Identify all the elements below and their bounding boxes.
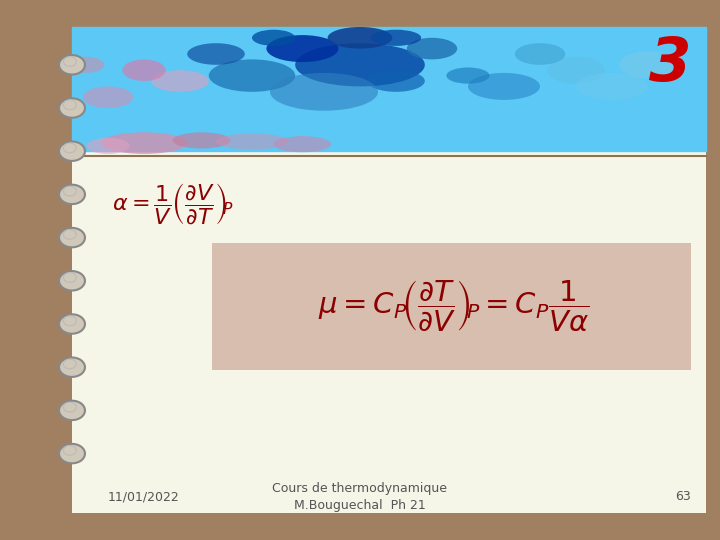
- Ellipse shape: [151, 70, 209, 92]
- Text: $\alpha = \dfrac{1}{V}\left(\dfrac{\partial V}{\partial T}\right)_{\!\!P}$: $\alpha = \dfrac{1}{V}\left(\dfrac{\part…: [112, 182, 233, 226]
- Ellipse shape: [122, 59, 166, 81]
- Ellipse shape: [83, 86, 133, 108]
- Circle shape: [59, 141, 85, 161]
- Circle shape: [59, 401, 85, 420]
- Ellipse shape: [101, 132, 187, 154]
- Ellipse shape: [68, 57, 104, 73]
- Ellipse shape: [547, 57, 605, 84]
- Ellipse shape: [468, 73, 540, 100]
- Ellipse shape: [187, 43, 245, 65]
- Ellipse shape: [371, 30, 421, 46]
- FancyBboxPatch shape: [212, 243, 691, 370]
- Ellipse shape: [295, 43, 425, 86]
- Circle shape: [59, 98, 85, 118]
- Text: $\mu = C_P\!\left(\dfrac{\partial T}{\partial V}\right)_{\!\!P} = C_P\dfrac{1}{V: $\mu = C_P\!\left(\dfrac{\partial T}{\pa…: [318, 279, 590, 334]
- Ellipse shape: [270, 73, 378, 111]
- Circle shape: [59, 271, 85, 291]
- FancyBboxPatch shape: [72, 27, 706, 513]
- Ellipse shape: [515, 43, 565, 65]
- Ellipse shape: [86, 138, 130, 154]
- Circle shape: [59, 444, 85, 463]
- Text: 3: 3: [649, 35, 691, 94]
- Circle shape: [59, 357, 85, 377]
- Circle shape: [59, 314, 85, 334]
- Text: 11/01/2022: 11/01/2022: [108, 490, 180, 503]
- Circle shape: [59, 55, 85, 75]
- Ellipse shape: [407, 38, 457, 59]
- Ellipse shape: [266, 35, 338, 62]
- Ellipse shape: [274, 136, 331, 152]
- Ellipse shape: [252, 30, 295, 46]
- Ellipse shape: [173, 132, 230, 149]
- Ellipse shape: [328, 27, 392, 49]
- Circle shape: [59, 228, 85, 247]
- Ellipse shape: [216, 133, 288, 150]
- Circle shape: [59, 185, 85, 204]
- Ellipse shape: [576, 73, 648, 100]
- Text: Cours de thermodynamique
M.Bouguechal  Ph 21: Cours de thermodynamique M.Bouguechal Ph…: [272, 482, 448, 512]
- Text: 63: 63: [675, 490, 691, 503]
- Ellipse shape: [619, 51, 677, 78]
- Ellipse shape: [367, 70, 425, 92]
- Ellipse shape: [446, 68, 490, 84]
- Ellipse shape: [209, 59, 295, 92]
